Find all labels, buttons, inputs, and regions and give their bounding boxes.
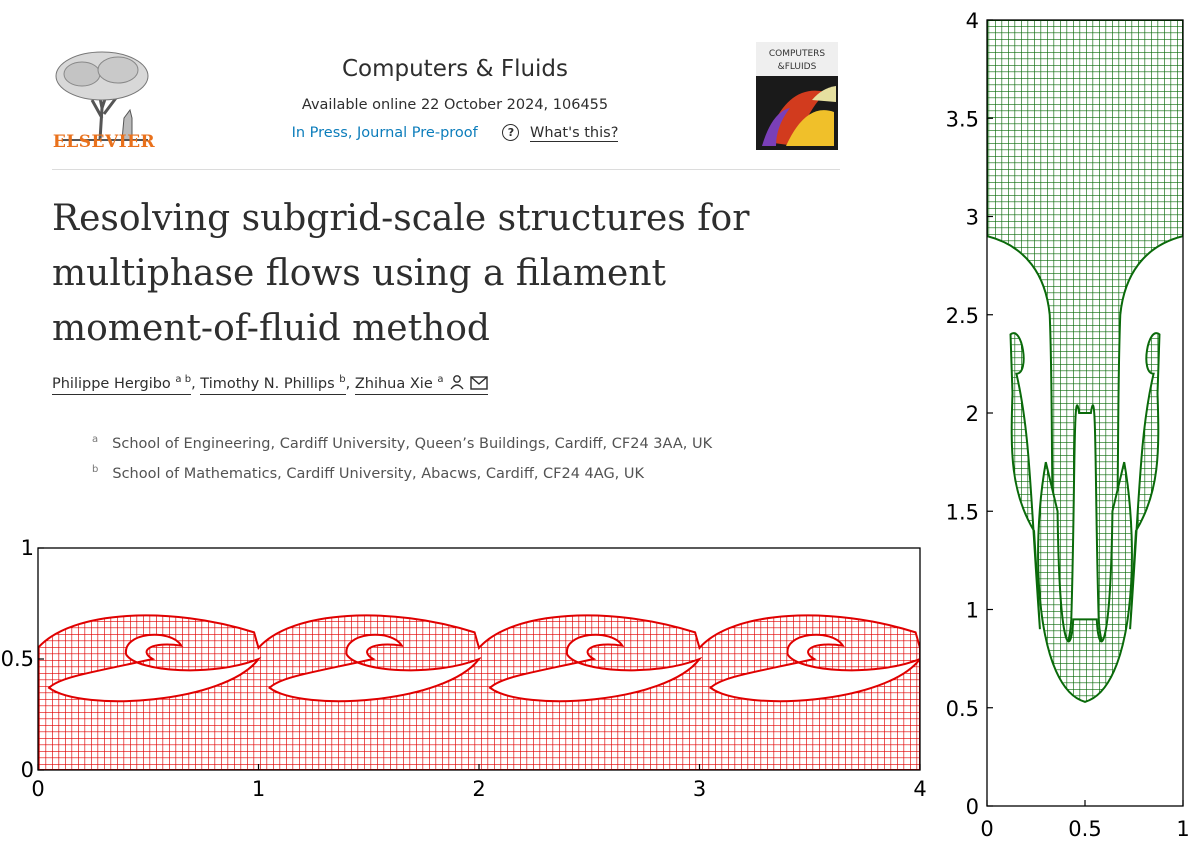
roller-gap-4 (708, 633, 920, 703)
y-tick-label: 0 (21, 758, 34, 782)
x-tick-label: 4 (913, 777, 926, 801)
x-tick-label: 1 (1176, 817, 1189, 841)
journal-cover-thumbnail[interactable]: COMPUTERS &FLUIDS (756, 42, 838, 150)
y-tick-label: 1 (21, 536, 34, 560)
y-tick-label: 0.5 (1, 647, 34, 671)
kelvin-helmholtz-plot: 0 1 2 3 4 0 0.5 1 (1, 536, 927, 801)
roller-gap-2 (267, 633, 482, 703)
x-tick-label: 1 (252, 777, 265, 801)
green-fluid-region (987, 20, 1183, 703)
status-row: In Press, Journal Pre-proof ? What's thi… (250, 124, 660, 142)
roller-gap-3 (488, 633, 703, 703)
x-tick-label: 3 (693, 777, 706, 801)
journal-name-link[interactable]: Computers & Fluids (341, 56, 569, 82)
article-title: Resolving subgrid-scale structures for m… (52, 191, 842, 356)
red-fluid-area (38, 614, 920, 770)
help-circle-icon[interactable]: ? (502, 124, 520, 141)
header-divider (52, 169, 840, 170)
author-list: Philippe Hergibo a b, Timothy N. Phillip… (52, 374, 752, 395)
author-link[interactable]: Philippe Hergibo a b (52, 374, 192, 395)
y-tick-label: 3.5 (946, 107, 979, 131)
affiliation: b School of Mathematics, Cardiff Universi… (92, 464, 645, 482)
y-tick-label: 3 (966, 206, 979, 230)
title-line: moment-of-fluid method (52, 308, 490, 349)
author-link[interactable]: Zhihua Xie a (354, 374, 488, 395)
y-tick-label: 2 (966, 402, 979, 426)
y-tick-label: 0.5 (946, 697, 979, 721)
author-link[interactable]: Timothy N. Phillips b (200, 374, 346, 395)
cover-title-line-2: &FLUIDS (778, 62, 817, 72)
y-tick-label: 2.5 (946, 304, 979, 328)
in-press-link[interactable]: In Press, Journal Pre-proof (291, 125, 478, 141)
availability-date: Available online 22 October 2024, 106455 (301, 97, 609, 113)
rising-plume-plot: 0 0.5 1 0 0.5 1 1.5 2 2.5 3 3.5 4 (946, 9, 1190, 841)
side-arm-2 (1129, 332, 1161, 630)
side-arm-1 (1009, 332, 1041, 630)
plume-body (987, 20, 1183, 647)
mail-icon[interactable] (469, 376, 488, 390)
x-tick-label: 0 (980, 817, 993, 841)
elsevier-tree-logo-icon[interactable] (52, 40, 156, 152)
roller-gap-1 (47, 633, 262, 703)
x-tick-label: 2 (472, 777, 485, 801)
red-fluid-region (38, 614, 920, 770)
affiliation: a School of Engineering, Cardiff Universi… (92, 434, 713, 452)
plume-bulb (1037, 461, 1133, 703)
y-tick-label: 4 (966, 9, 979, 33)
x-tick-label: 0.5 (1068, 817, 1101, 841)
title-line: Resolving subgrid-scale structures for (52, 198, 750, 239)
elsevier-wordmark[interactable]: ELSEVIER (52, 132, 156, 152)
cover-title-line-1: COMPUTERS (769, 49, 826, 59)
title-line: multiphase flows using a filament (52, 253, 666, 294)
y-tick-label: 1.5 (946, 500, 979, 524)
y-tick-label: 1 (966, 599, 979, 623)
person-icon (449, 375, 464, 390)
whats-this-link[interactable]: What's this? (530, 125, 619, 142)
y-tick-label: 0 (966, 795, 979, 819)
x-tick-label: 0 (31, 777, 44, 801)
